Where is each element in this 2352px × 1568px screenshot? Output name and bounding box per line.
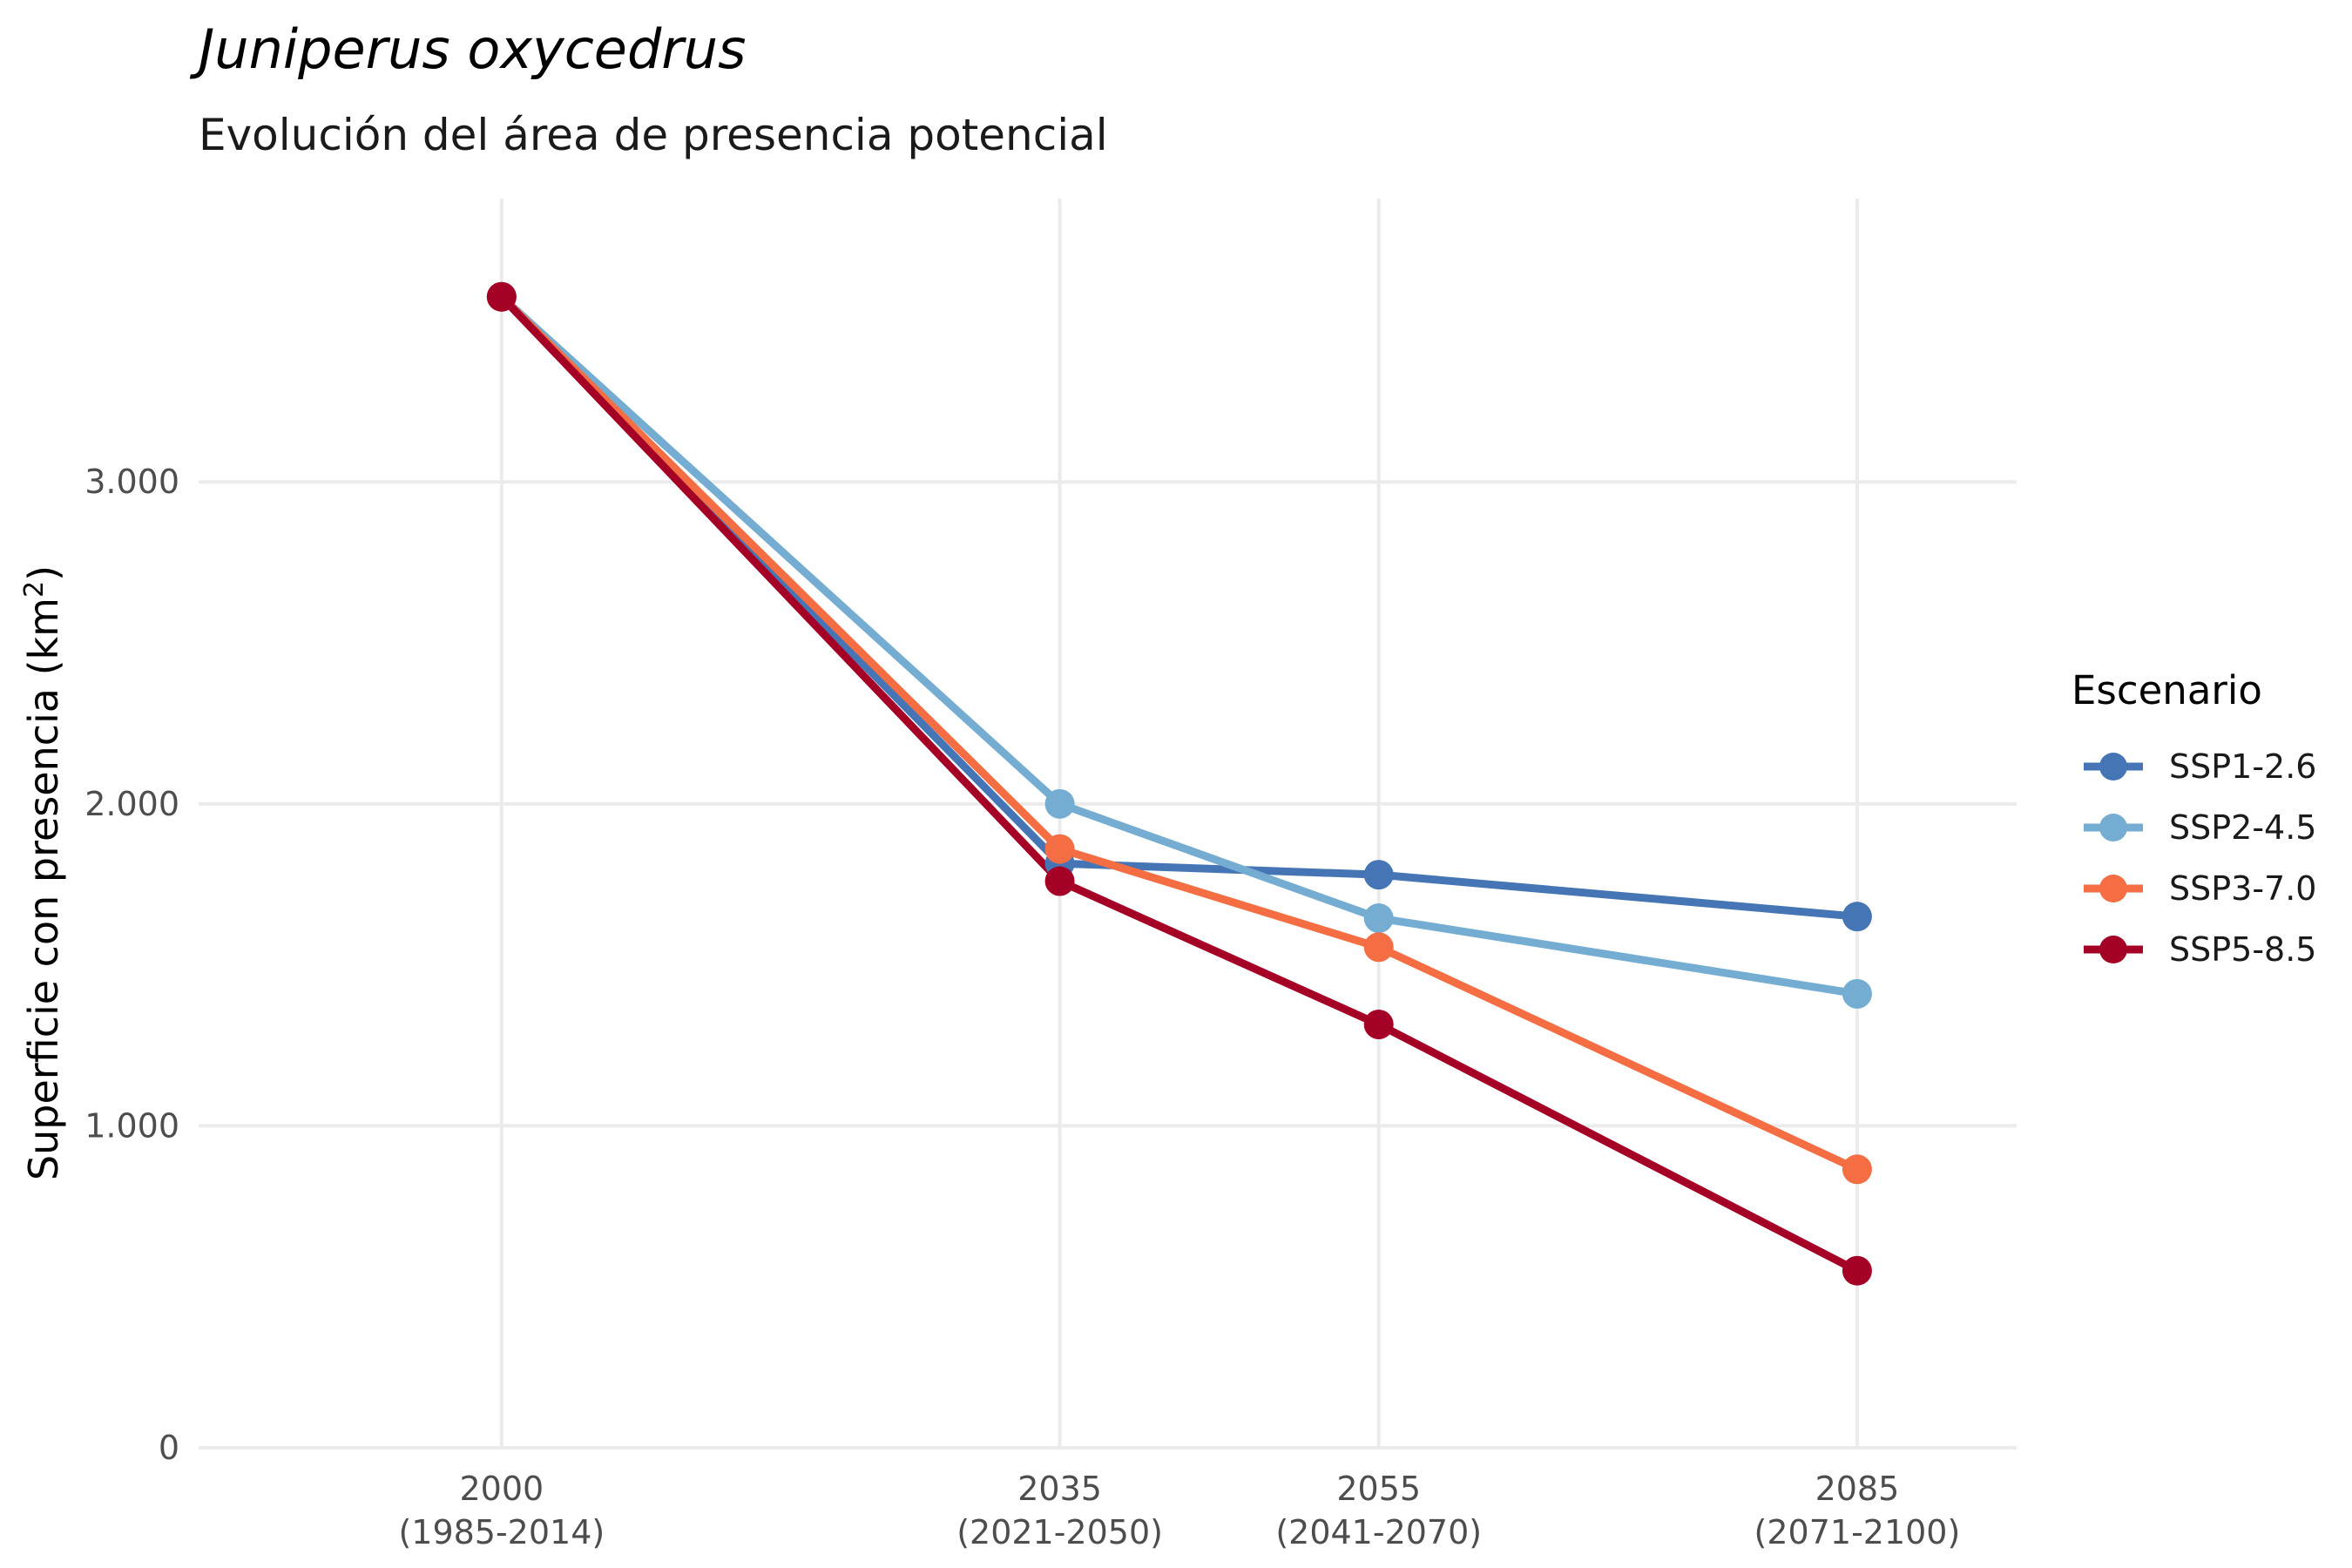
x-tick-label: 2035 (2021-2050) <box>956 1470 1163 1551</box>
series-line <box>497 293 1862 1173</box>
data-point <box>1363 903 1394 934</box>
chart-title: Juniperus oxycedrus <box>189 17 746 81</box>
legend-label: SSP1-2.6 <box>2169 747 2316 786</box>
legend-key-point <box>2099 875 2127 902</box>
series-SSP5-8.5 <box>497 293 1862 1275</box>
series-points-SSP5-8.5 <box>486 281 1872 1286</box>
data-point <box>1842 1255 1872 1286</box>
series-line <box>497 293 1862 1275</box>
y-tick-label: 0 <box>159 1429 179 1467</box>
grid <box>199 199 2017 1450</box>
data-point <box>1842 978 1872 1009</box>
data-point <box>1044 866 1075 896</box>
y-tick-label: 3.000 <box>84 463 179 501</box>
legend-key-point <box>2099 814 2127 841</box>
x-tick-label: 2000 (1985-2014) <box>398 1470 605 1551</box>
data-point <box>1363 932 1394 963</box>
series-SSP2-4.5 <box>497 293 1862 998</box>
x-tick-label: 2055 (2041-2070) <box>1275 1470 1482 1551</box>
series-points-SSP3-7.0 <box>486 281 1872 1185</box>
data-point <box>1842 902 1872 932</box>
data-point <box>486 281 517 312</box>
legend: Escenario SSP1-2.6 SSP2-4.5 SSP3-7.0 SSP5-8… <box>2072 667 2316 969</box>
series-line <box>497 293 1862 998</box>
legend-label: SSP3-7.0 <box>2169 869 2316 908</box>
y-axis-label: Superficie con presencia (km2) <box>19 565 68 1180</box>
series-SSP1-2.6 <box>497 293 1862 921</box>
y-axis-ticks: 0 1.000 2.000 3.000 <box>84 463 179 1467</box>
data-point <box>1044 834 1075 864</box>
data-point <box>1363 1009 1394 1039</box>
y-tick-label: 2.000 <box>84 785 179 823</box>
series-SSP3-7.0 <box>497 293 1862 1173</box>
x-tick-label: 2085 (2071-2100) <box>1754 1470 1961 1551</box>
legend-label: SSP5-8.5 <box>2169 930 2316 969</box>
legend-title: Escenario <box>2072 667 2262 713</box>
legend-key-point <box>2099 753 2127 781</box>
data-point <box>1842 1154 1872 1185</box>
legend-item: SSP2-4.5 <box>2084 808 2316 847</box>
data-point <box>1363 860 1394 890</box>
legend-label: SSP2-4.5 <box>2169 808 2316 847</box>
legend-item: SSP3-7.0 <box>2084 869 2316 908</box>
series-group <box>486 281 1872 1286</box>
x-axis-ticks: 2000 (1985-2014) 2035 (2021-2050) 2055 (2041-… <box>398 1470 1960 1551</box>
series-points-SSP1-2.6 <box>486 281 1872 932</box>
chart-subtitle: Evolución del área de presencia potencia… <box>199 110 1108 160</box>
data-point <box>1044 788 1075 819</box>
legend-item: SSP5-8.5 <box>2084 930 2316 969</box>
legend-key-point <box>2099 936 2127 963</box>
series-line <box>497 293 1862 921</box>
legend-item: SSP1-2.6 <box>2084 747 2316 786</box>
y-tick-label: 1.000 <box>84 1106 179 1145</box>
